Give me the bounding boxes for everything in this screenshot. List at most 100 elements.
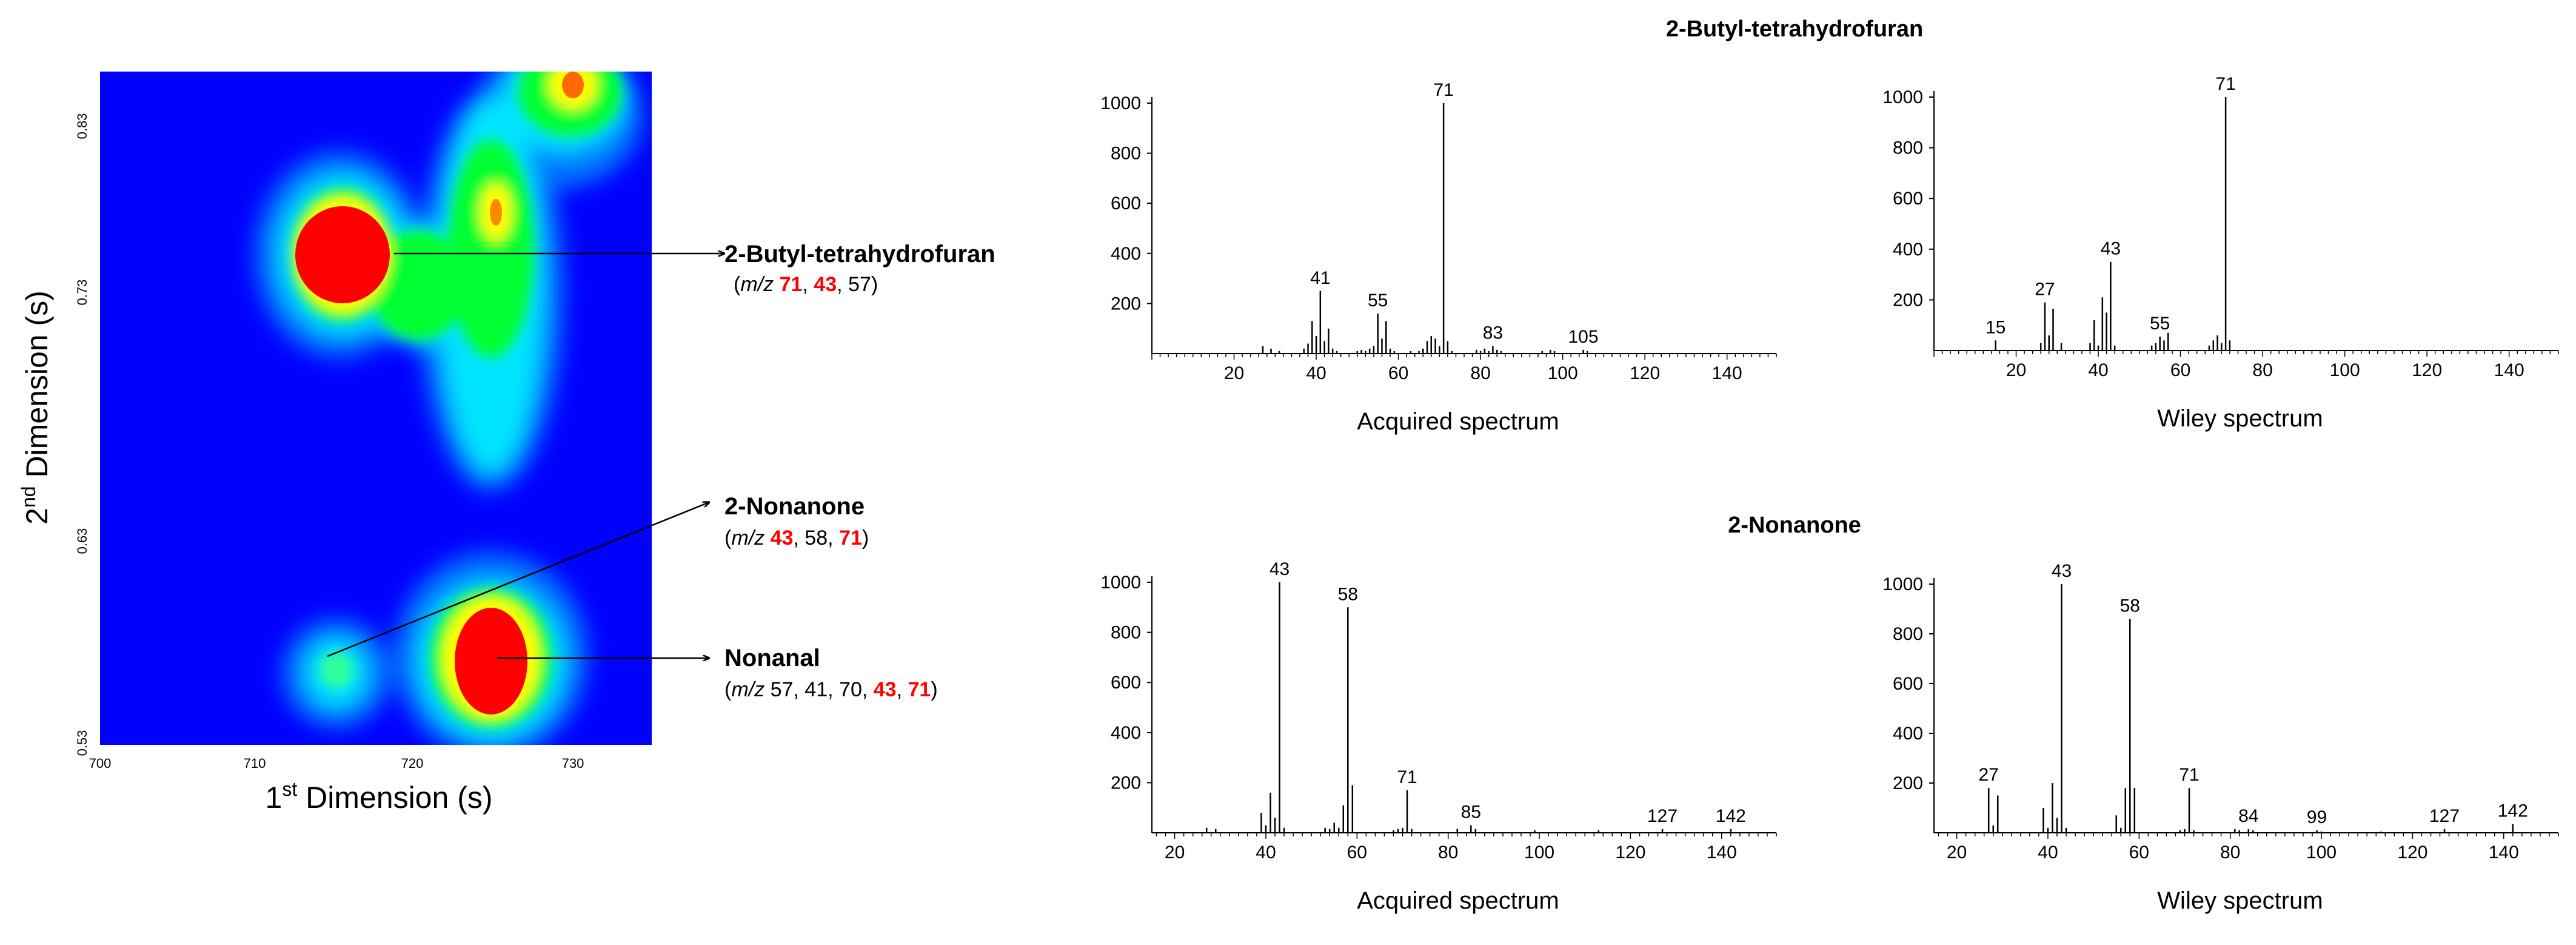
arrow-nonanone: [327, 502, 709, 657]
x-tick-label: 120: [1630, 363, 1660, 383]
x-tick-label: 140: [2494, 360, 2524, 380]
heatmap-y-ticks: 0.83 0.73 0.63 0.53: [75, 113, 90, 756]
x-tick: 720: [401, 756, 424, 771]
y-tick-label: 400: [1893, 240, 1923, 260]
y-tick-label: 800: [1893, 138, 1923, 158]
y-tick-label: 1000: [1100, 573, 1141, 593]
ion-value: 71: [839, 526, 862, 550]
peak-label: 127: [2429, 806, 2460, 826]
y-tick: 0.83: [75, 113, 90, 140]
peak-label: 142: [1716, 806, 1746, 826]
peak-label: 71: [1397, 767, 1417, 787]
heatmap-blobs: [255, 72, 643, 745]
x-tick-label: 100: [1524, 842, 1554, 863]
x-tick-label: 40: [1256, 842, 1276, 863]
x-tick: 710: [244, 756, 266, 771]
peak-label: 71: [2215, 74, 2235, 94]
y-tick-label: 1000: [1100, 93, 1141, 113]
peak-label: 99: [2307, 807, 2327, 827]
peak-label: 27: [1979, 765, 1999, 785]
spectrum-acquired-butyl-thf: 20 40 60 80 100 120 140 200 400 600 800 1000 41 55 71 8…: [1100, 80, 1777, 435]
x-tick-label: 40: [2088, 360, 2108, 380]
peak-core-butyl-thf: [295, 206, 390, 303]
section-title-nonanone: 2-Nonanone: [1728, 513, 1861, 538]
ion-value: 70: [839, 678, 862, 701]
compound-name: Nonanal: [724, 645, 820, 671]
peak-label: 127: [1647, 806, 1678, 826]
peak-label: 55: [1368, 291, 1388, 311]
y-tick-label: 800: [1111, 144, 1141, 164]
x-axis-title: 1st Dimension (s): [266, 778, 493, 815]
peak-core-minor: [562, 72, 584, 98]
x-tick-label: 20: [1947, 842, 1967, 863]
heatmap-x-ticks: 700 710 720 730: [89, 756, 584, 771]
ion-value: 43: [814, 273, 837, 296]
ion-value: 71: [908, 678, 931, 701]
compound-label-nonanal: Nonanal (m/z 57, 41, 70, 43, 71): [724, 645, 938, 701]
x-tick-label: 60: [2170, 360, 2190, 380]
x-tick-label: 80: [1438, 842, 1458, 863]
x-minor-ticks: [1156, 833, 1777, 839]
peak-label: 58: [1338, 584, 1358, 604]
spectrum-caption: Wiley spectrum: [2157, 887, 2323, 914]
x-tick-label: 140: [1712, 363, 1742, 383]
peak-label: 58: [2120, 596, 2140, 616]
y-tick-label: 600: [1111, 193, 1141, 214]
y-tick-label: 600: [1111, 673, 1141, 693]
y-axis-title: 2nd Dimension (s): [18, 291, 54, 525]
y-tick-label: 400: [1111, 244, 1141, 264]
x-tick-label: 20: [1165, 842, 1185, 863]
y-tick-label: 1000: [1882, 574, 1923, 594]
callout-arrows: [327, 254, 724, 658]
peak-label: 84: [2238, 806, 2258, 826]
compound-name: 2-Butyl-tetrahydrofuran: [724, 241, 995, 267]
x-tick-label: 140: [2489, 842, 2519, 863]
x-tick-label: 60: [2129, 842, 2149, 863]
x-tick-label: 20: [1224, 363, 1244, 383]
x-minor-ticks: [1933, 351, 2559, 357]
x-tick-label: 80: [1470, 363, 1490, 383]
peak-label: 43: [1270, 559, 1290, 579]
ion-list: (m/z 71, 43, 57): [734, 273, 878, 296]
peak-label: 71: [2179, 765, 2199, 785]
x-tick-label: 40: [2038, 842, 2058, 863]
ion-value: 43: [771, 526, 794, 550]
ion-list: (m/z 43, 58, 71): [724, 526, 869, 550]
x-tick: 730: [562, 756, 584, 771]
y-tick-label: 800: [1893, 624, 1923, 644]
y-tick-label: 600: [1893, 674, 1923, 694]
x-minor-ticks: [1938, 833, 2559, 839]
y-tick-label: 200: [1111, 294, 1141, 314]
x-tick-label: 60: [1347, 842, 1367, 863]
contour-plot: [100, 66, 652, 745]
y-tick-label: 800: [1111, 623, 1141, 643]
x-tick-label: 140: [1707, 842, 1737, 863]
y-tick: 0.73: [75, 280, 90, 306]
peak-label: 15: [1986, 317, 2006, 337]
x-tick-label: 120: [1615, 842, 1645, 863]
spectrum-caption: Acquired spectrum: [1357, 887, 1559, 914]
ion-value: 41: [805, 678, 828, 701]
ion-value: 58: [805, 526, 828, 550]
peak-label: 85: [1461, 802, 1481, 822]
y-tick-label: 400: [1893, 724, 1923, 744]
compound-name: 2-Nonanone: [724, 493, 865, 520]
ion-value: 71: [780, 273, 803, 296]
peak-label: 43: [2101, 239, 2121, 259]
y-tick-label: 400: [1111, 723, 1141, 743]
x-tick-label: 100: [2330, 360, 2360, 380]
compound-label-butyl-thf: 2-Butyl-tetrahydrofuran (m/z 71, 43, 57): [724, 241, 995, 296]
x-minor-ticks: [1151, 354, 1777, 360]
x-tick-label: 100: [1548, 363, 1578, 383]
y-tick-label: 200: [1111, 773, 1141, 793]
ion-value: 57: [848, 273, 871, 296]
peak-label: 83: [1483, 323, 1503, 343]
compound-label-nonanone: 2-Nonanone (m/z 43, 58, 71): [724, 493, 869, 550]
y-tick-label: 600: [1893, 189, 1923, 209]
ion-list: (m/z 57, 41, 70, 43, 71): [724, 678, 938, 701]
x-tick-label: 120: [2397, 842, 2427, 863]
peak-label: 27: [2035, 280, 2055, 300]
peak-label: 71: [1433, 80, 1453, 100]
section-title-butyl-thf: 2-Butyl-tetrahydrofuran: [1666, 16, 1923, 42]
